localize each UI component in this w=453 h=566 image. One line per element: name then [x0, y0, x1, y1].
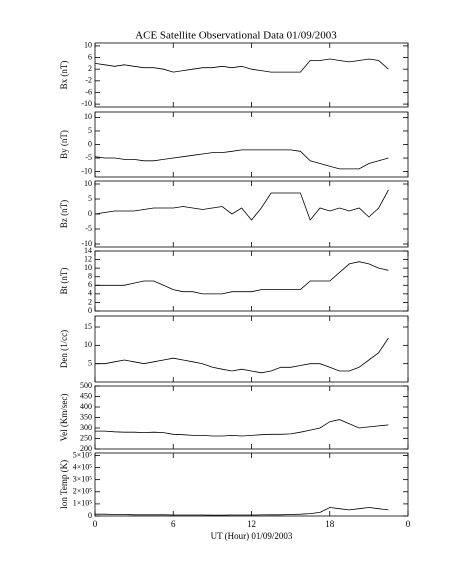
y-tick-label: 350: [80, 412, 92, 421]
y-tick-label: 250: [80, 433, 92, 442]
panel-frame: [94, 452, 409, 517]
y-tick-label: 12: [84, 254, 92, 263]
panel-frame: [94, 42, 409, 108]
y-axis-label: Bz (nT): [59, 200, 69, 228]
y-tick-label: 10: [84, 41, 92, 50]
y-tick-label: -5: [85, 224, 92, 233]
y-tick-label: 400: [80, 402, 92, 411]
y-tick-label: 2: [88, 297, 92, 306]
y-tick-label: 15: [84, 322, 92, 331]
y-tick-label: 500: [80, 381, 92, 390]
y-tick-label: 4×10⁵: [73, 462, 93, 471]
y-tick-label: -6: [85, 87, 92, 96]
y-tick-label: -5: [85, 153, 92, 162]
y-axis-label: Bx (nT): [59, 61, 69, 90]
y-tick-label: 10: [84, 179, 92, 188]
y-tick-label: -10: [81, 99, 92, 108]
y-tick-label: 5×10⁵: [73, 450, 93, 459]
y-tick-label: 5: [88, 194, 92, 203]
x-tick-label: 0: [406, 519, 411, 529]
y-tick-label: 3×10⁵: [73, 474, 93, 483]
data-line: [94, 149, 389, 170]
x-tick-label: 18: [325, 519, 335, 529]
panel-frame: [94, 385, 409, 450]
y-axis-label: By (nT): [59, 130, 69, 159]
data-line: [94, 189, 389, 221]
data-line: [95, 337, 389, 374]
y-tick-label: -10: [81, 166, 92, 175]
y-tick-label: -2: [85, 76, 92, 85]
panel-frame: [94, 315, 409, 383]
y-tick-label: 5: [88, 358, 92, 367]
y-tick-label: 6: [88, 280, 92, 289]
data-line: [94, 58, 389, 73]
y-tick-label: 450: [80, 391, 92, 400]
y-tick-label: 10: [84, 340, 92, 349]
panel-frame: [94, 111, 409, 178]
y-tick-label: 14: [84, 246, 92, 255]
y-tick-label: 5: [88, 126, 92, 135]
y-tick-label: 10: [84, 112, 92, 121]
chart-title: ACE Satellite Observational Data 01/09/2…: [135, 30, 337, 42]
y-tick-label: 2: [88, 64, 92, 73]
data-line: [95, 507, 389, 516]
y-tick-label: 0: [88, 209, 92, 218]
y-tick-label: 8: [88, 272, 92, 281]
data-line: [95, 419, 389, 437]
y-tick-label: 0: [88, 511, 92, 520]
y-axis-label: Vel (Km/sec): [59, 394, 69, 442]
y-tick-label: 300: [80, 423, 92, 432]
x-tick-label: 12: [247, 519, 256, 529]
panel-frame: [94, 250, 409, 312]
y-tick-label: 0: [88, 306, 92, 315]
y-tick-label: 0: [88, 139, 92, 148]
y-tick-label: 200: [80, 444, 92, 453]
y-tick-label: 6: [88, 52, 92, 61]
data-line: [95, 261, 389, 295]
y-tick-label: 2×10⁵: [73, 487, 93, 496]
x-tick-label: 6: [171, 519, 176, 529]
y-axis-label: Bt (nT): [59, 268, 69, 295]
y-axis-label: Ion Temp (K): [59, 460, 69, 509]
x-tick-label: 0: [93, 519, 98, 529]
y-tick-label: 1×10⁵: [73, 499, 93, 508]
panel-frame: [94, 180, 409, 248]
y-tick-label: 10: [84, 263, 92, 272]
y-tick-label: 4: [88, 289, 92, 298]
x-axis-label: UT (Hour) 01/09/2003: [211, 531, 293, 541]
y-tick-label: -10: [81, 239, 92, 248]
y-axis-label: Den (1/cc): [59, 330, 69, 368]
